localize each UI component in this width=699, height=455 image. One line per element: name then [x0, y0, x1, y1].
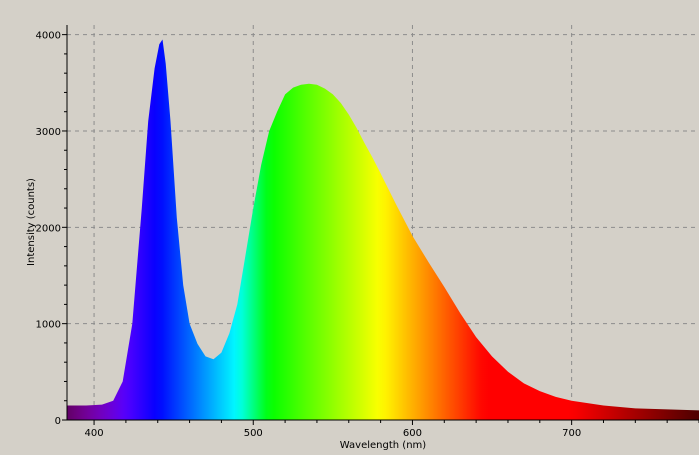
spectrum-area — [67, 39, 699, 420]
x-axis-title: Wavelength (nm) — [340, 440, 426, 451]
y-tick-label: 1000 — [36, 320, 61, 331]
y-tick-label: 0 — [55, 416, 61, 427]
x-tick-label: 500 — [244, 428, 263, 439]
x-tick-label: 600 — [403, 428, 422, 439]
y-axis-title: Intensity (counts) — [26, 178, 37, 266]
y-tick-label: 3000 — [36, 127, 61, 138]
axes: 0 1000 2000 3000 4000 400 500 600 700 — [36, 25, 699, 439]
y-tick-label: 4000 — [36, 31, 61, 42]
y-tick-label: 2000 — [36, 223, 61, 234]
plot-area — [67, 39, 699, 420]
x-tick-label: 400 — [85, 428, 104, 439]
x-tick-label: 700 — [562, 428, 581, 439]
